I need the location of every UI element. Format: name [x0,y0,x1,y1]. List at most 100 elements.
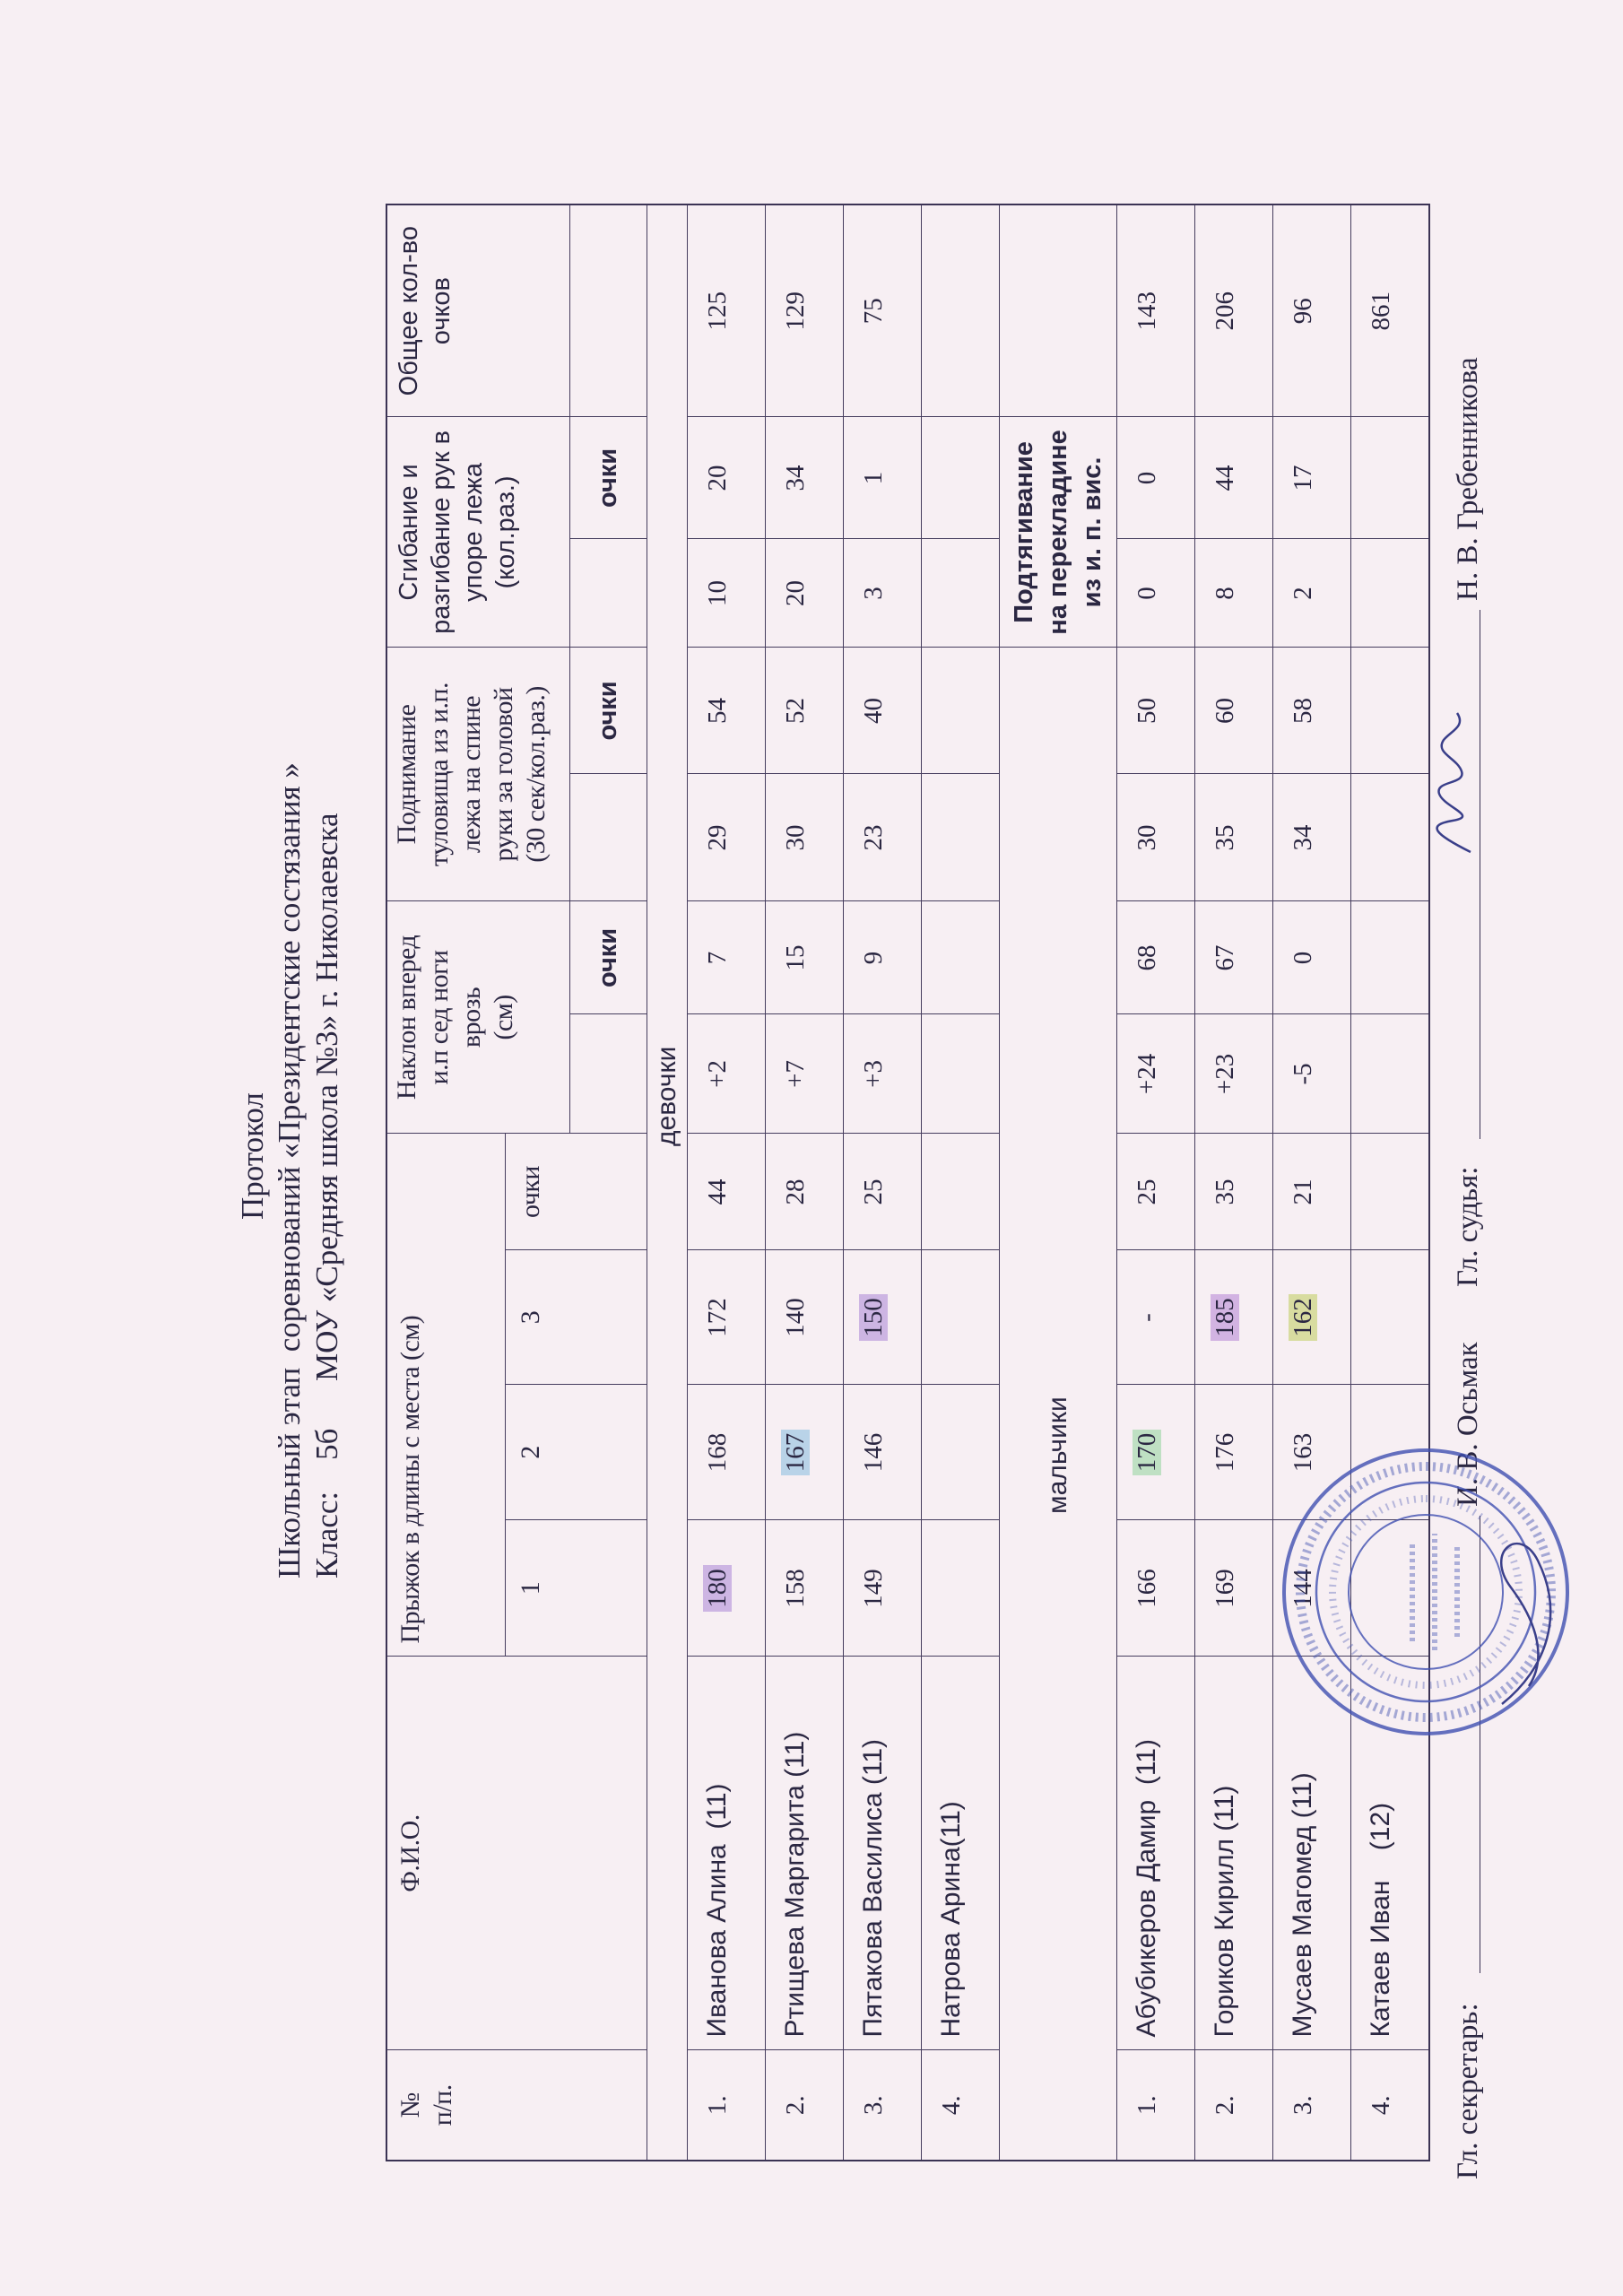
cell-bend-pts: 9 [843,900,921,1014]
table-row: 3. Мусаев Магомед (11) 144 163 162 21 -5 0 34 58 2… [1272,204,1350,2161]
value-pushup-pts: 17 [1288,465,1317,491]
value-jump-3: 172 [702,1298,732,1337]
cell-situp: 23 [843,773,921,901]
value-jump-3 [1367,1314,1395,1321]
cell-pushup [921,538,999,648]
table-row: 1. Иванова Алина (11) 180 168 172 44 +2 7 29 54 10… [687,204,765,2161]
cell-situp: 35 [1194,773,1272,901]
band-empty-cell [999,204,1116,417]
value-pushup-pts: 34 [780,465,810,491]
value-situp [1367,834,1395,841]
value-jump-2 [937,1449,966,1457]
row-number: 2. [765,2050,843,2161]
cell-bend: +7 [765,1013,843,1134]
cell-situp-pts: 52 [765,647,843,774]
col-header-bend-points: очки [569,900,647,1014]
col-header-jump-points: очки [505,1133,647,1250]
value-bend-pts: 7 [702,951,732,965]
cell-pushup: 2 [1272,538,1350,648]
value-total: 129 [780,291,810,331]
value-jump-1: 180 [702,1565,732,1612]
cell-situp-pts [921,647,999,774]
value-bend: -5 [1288,1063,1317,1085]
value-situp [937,834,966,841]
value-total: 96 [1288,298,1317,325]
cell-bend: +23 [1194,1013,1272,1134]
cell-jump-2: 167 [765,1385,843,1520]
cell-jump-pts [921,1133,999,1250]
col-header-bend: Наклон вперед и.п сед ноги врозь (см) [386,900,569,1134]
value-total [937,308,966,315]
judge-label: Гл. судья: [1452,1166,1484,1287]
participant-name: Иванова Алина (11) [687,1657,765,2050]
row-number: 2. [1194,2050,1272,2161]
col-header-situp-points: очки [569,647,647,774]
cell-total: 206 [1194,204,1272,417]
value-pushup: 2 [1288,587,1317,600]
value-situp: 34 [1288,824,1317,851]
value-pushup: 20 [780,579,810,606]
participant-name: Абубикеров Дамир (11) [1116,1657,1194,2050]
value-jump-pts [1367,1188,1395,1196]
cell-bend-pts: 15 [765,900,843,1014]
cell-bend [1350,1013,1429,1134]
value-bend-pts: 9 [858,951,888,965]
cell-bend: +2 [687,1013,765,1134]
cell-bend-pts: 0 [1272,900,1350,1014]
row-number: 4. [921,2050,999,2161]
col-header-jump-3: 3 [505,1250,647,1385]
cell-jump-pts: 35 [1194,1133,1272,1250]
value-bend-pts [937,954,966,961]
value-total: 75 [858,298,888,325]
cell-bend-pts [921,900,999,1014]
value-situp: 23 [858,824,888,851]
participant-name: Пятакова Василиса (11) [843,1657,921,2050]
document-title: Протокол [235,1092,270,1220]
value-jump-2: 170 [1132,1429,1161,1476]
judge-signature [1436,712,1471,854]
cell-bend: -5 [1272,1013,1350,1134]
value-jump-pts: 25 [858,1178,888,1205]
col-header-number: № п/п. [386,2050,647,2161]
cell-bend: +24 [1116,1013,1194,1134]
value-pushup-pts: 44 [1210,465,1239,491]
value-pushup: 3 [858,587,888,600]
row-number: 1. [1116,2050,1194,2161]
value-pushup: 10 [702,579,732,606]
value-jump-3: - [1132,1313,1161,1322]
cell-jump-1: 169 [1194,1520,1272,1657]
participant-name: Натрова Арина(11) [921,1657,999,2050]
col-header-situp-value [569,773,647,901]
value-bend [1367,1070,1395,1077]
results-table: № п/п. Ф.И.О. Прыжок в длины с места (см… [386,203,1430,2161]
cell-pushup: 0 [1116,538,1194,648]
cell-total: 75 [843,204,921,417]
row-number: 3. [1272,2050,1350,2161]
cell-situp: 30 [765,773,843,901]
group-label: девочки [651,1046,681,1146]
cell-situp: 34 [1272,773,1350,901]
value-bend-pts: 0 [1288,951,1317,965]
value-pushup [1367,589,1395,596]
cell-total: 125 [687,204,765,417]
cell-pushup-pts: 20 [687,416,765,539]
value-situp-pts [937,707,966,714]
cell-situp [921,773,999,901]
cell-jump-pts: 25 [843,1133,921,1250]
cell-pushup-pts: 1 [843,416,921,539]
cell-total: 96 [1272,204,1350,417]
value-situp-pts: 40 [858,697,888,724]
cell-jump-3: 140 [765,1250,843,1385]
value-situp: 35 [1210,824,1239,851]
value-situp-pts [1367,707,1395,714]
value-jump-pts: 28 [780,1178,810,1205]
value-bend: +2 [702,1060,732,1088]
cell-bend-pts: 68 [1116,900,1194,1014]
value-pushup-pts [1367,474,1395,482]
value-jump-pts: 21 [1288,1178,1317,1205]
value-bend [937,1070,966,1077]
table-row: 4. Натрова Арина(11) [921,204,999,2161]
cell-jump-2 [921,1385,999,1520]
value-jump-1: 149 [858,1569,888,1608]
group-band-boys: мальчики Подтягивание на перекладине из и… [999,204,1116,2161]
